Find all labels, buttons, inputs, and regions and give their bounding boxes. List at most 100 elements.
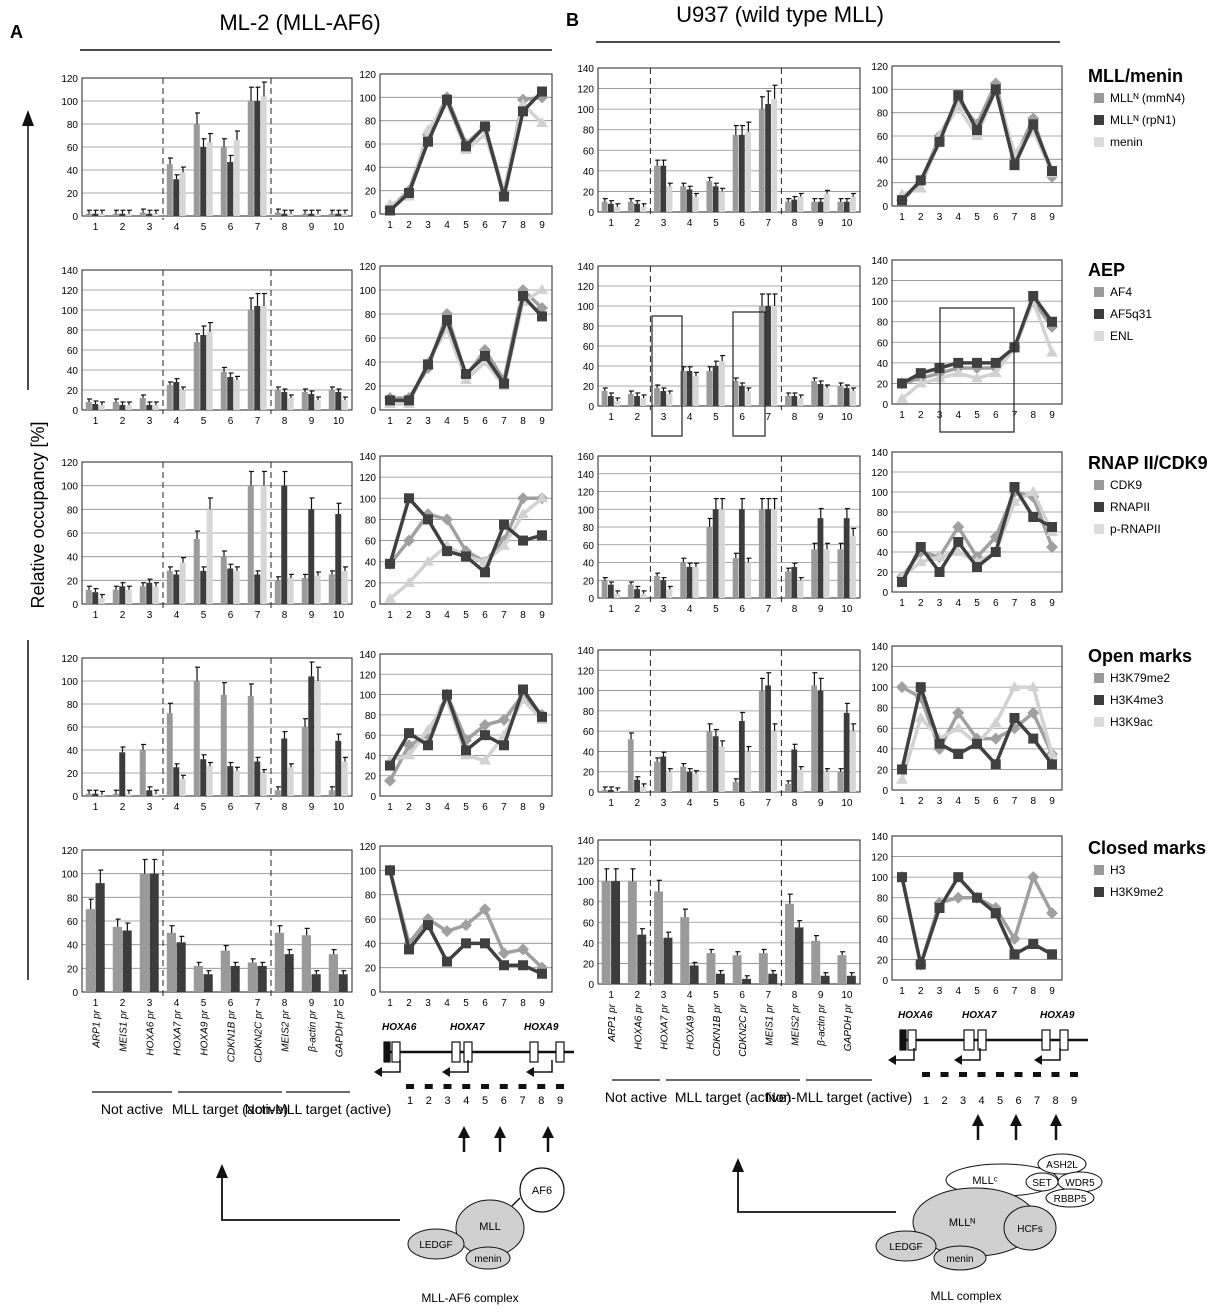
x-tick-label: 4 [687, 604, 693, 615]
point-marker [537, 711, 547, 722]
amplicon-dash [443, 1084, 452, 1089]
amplicon-dash [537, 1084, 546, 1089]
point-marker [953, 357, 964, 368]
legend-swatch [1094, 137, 1104, 147]
y-tick-label: 100 [359, 691, 376, 702]
x-tick-label: 7 [766, 798, 772, 809]
x-tick-label: 1 [899, 212, 905, 223]
point-marker [952, 367, 965, 378]
x-tick-label: 8 [792, 990, 798, 1001]
y-tick-label: 120 [61, 74, 78, 85]
x-tick-label: 7 [255, 998, 261, 1009]
point-marker [972, 562, 982, 572]
bar [654, 388, 660, 406]
y-tick-label: 0 [588, 594, 594, 605]
bar [785, 783, 791, 792]
point-marker [403, 534, 415, 547]
y-tick-label: 40 [365, 939, 377, 950]
locus-number: 1 [923, 1095, 929, 1107]
bar [247, 485, 254, 604]
x-tick-label: 6 [228, 998, 234, 1009]
promoter-label: GAPDH pr [335, 1009, 346, 1057]
point-marker [423, 514, 433, 525]
x-tick-label: 9 [539, 802, 545, 813]
bar [85, 793, 92, 796]
y-tick-label: 100 [577, 877, 594, 888]
bar [823, 771, 830, 792]
y-tick-label: 140 [577, 470, 594, 481]
bar [193, 538, 200, 604]
y-tick-label: 140 [61, 266, 78, 277]
y-tick-label: 60 [583, 727, 595, 738]
x-tick-label: 6 [482, 220, 488, 231]
af6-circle [519, 1167, 565, 1213]
group-label: MLL target (active) [172, 1101, 288, 1117]
plot-frame [891, 451, 1063, 593]
y-tick-label: 0 [72, 792, 78, 803]
bar [125, 405, 132, 410]
bar [152, 586, 159, 604]
point-marker [915, 682, 926, 693]
chart-A-open-line: 0 20 40 60 80 100 120 140 1 2 3 4 5 6 7 8 9 [359, 650, 553, 813]
x-tick-label: 9 [309, 222, 315, 233]
bar [640, 593, 647, 598]
x-tick-label: 10 [841, 604, 853, 615]
amplicon-dash [1033, 1072, 1041, 1077]
bar [179, 562, 186, 604]
bar [274, 390, 281, 410]
bar [846, 975, 856, 984]
bar [260, 773, 267, 796]
bar [146, 790, 153, 796]
locus-number: 2 [941, 1095, 947, 1107]
y-tick-label: 100 [871, 683, 888, 694]
y-tick-label: 60 [877, 528, 889, 539]
bar [823, 193, 830, 212]
x-tick-label: 1 [387, 220, 393, 231]
y-tick-label: 80 [583, 523, 595, 534]
x-tick-label: 6 [993, 212, 999, 223]
bar [686, 566, 693, 598]
x-tick-label: 5 [463, 998, 469, 1009]
point-marker [518, 291, 528, 301]
bar [811, 381, 818, 406]
bar [850, 196, 856, 212]
y-tick-label: 120 [577, 666, 594, 677]
amplicon-dash [556, 1084, 564, 1089]
group-label: Not active [101, 1101, 163, 1117]
x-tick-label: 9 [1049, 212, 1055, 223]
gene-label: HOXA9 [1040, 1010, 1075, 1021]
y-tick-label: 0 [72, 406, 78, 417]
y-tick-label: 120 [871, 62, 888, 73]
complex-part-label: ASH2L [1046, 1160, 1078, 1171]
panel-letter-b: B [566, 10, 579, 30]
x-tick-label: 1 [93, 416, 99, 427]
x-tick-label: 6 [228, 802, 234, 813]
point-marker [479, 719, 491, 731]
bar [281, 485, 288, 604]
x-tick-label: 5 [974, 598, 980, 609]
legend-title: Open marks [1088, 646, 1192, 666]
complex-part-label: HCFs [1017, 1224, 1043, 1235]
bar [112, 793, 119, 796]
bar [811, 685, 818, 792]
bar [260, 306, 267, 410]
x-tick-label: 1 [608, 990, 614, 1001]
bar [758, 953, 768, 984]
y-tick-label: 0 [882, 588, 888, 599]
x-tick-label: 7 [1012, 212, 1018, 223]
legend-swatch [1094, 673, 1104, 683]
x-tick-label: 7 [1012, 410, 1018, 421]
y-tick-label: 100 [359, 93, 376, 104]
bar [712, 509, 719, 598]
bar [706, 953, 716, 984]
bar [637, 934, 647, 984]
point-marker [1009, 482, 1020, 492]
bar [794, 927, 804, 984]
x-tick-label: 1 [387, 416, 393, 427]
point-marker [989, 732, 1002, 745]
legend-swatch [1094, 480, 1104, 490]
bar [166, 932, 176, 992]
bar [92, 404, 99, 410]
legend-label: H3K9ac [1110, 715, 1153, 729]
